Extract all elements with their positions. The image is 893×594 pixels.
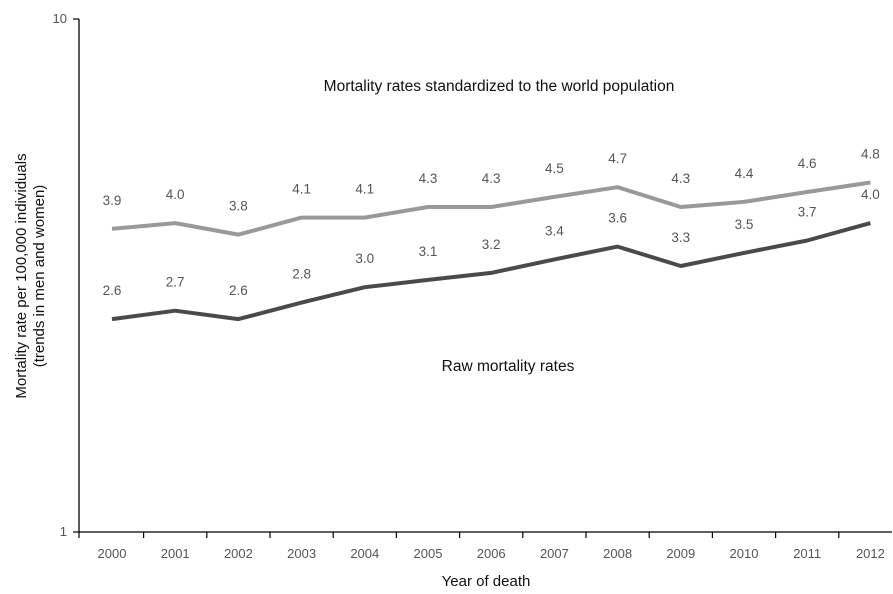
raw-data-label: 3.4: [545, 223, 564, 238]
x-tick-label: 2003: [287, 546, 316, 561]
standardized-data-label: 3.9: [103, 193, 122, 208]
raw-data-label: 3.0: [355, 251, 374, 266]
raw-data-label: 2.7: [166, 275, 185, 290]
standardized-data-label: 4.1: [355, 182, 374, 197]
x-tick-label: 2000: [98, 546, 127, 561]
raw-data-label: 3.7: [798, 205, 817, 220]
x-axis-title: Year of death: [442, 573, 531, 590]
raw-data-label: 2.6: [103, 283, 122, 298]
raw-data-label: 3.2: [482, 237, 501, 252]
raw-data-label: 4.0: [861, 187, 880, 202]
series-lines: [111, 180, 871, 322]
x-tick-label: 2010: [730, 546, 759, 561]
standardized-data-label: 4.4: [735, 166, 754, 181]
y-axis-title: Mortality rate per 100,000 individuals (…: [13, 153, 48, 398]
x-tick-label: 2009: [666, 546, 695, 561]
standardized-data-label: 4.3: [482, 171, 501, 186]
standardized-data-label: 4.7: [608, 151, 627, 166]
raw-data-label: 3.1: [419, 244, 438, 259]
x-tick-label: 2012: [856, 546, 885, 561]
x-tick-label: 2001: [161, 546, 190, 561]
raw-data-label: 3.3: [671, 230, 690, 245]
standardized-data-label: 4.3: [419, 171, 438, 186]
raw-series-annotation: Raw mortality rates: [442, 358, 575, 375]
standardized-data-label: 4.0: [166, 187, 185, 202]
x-tick-label: 2004: [350, 546, 379, 561]
standardized-data-label: 4.6: [798, 156, 817, 171]
x-tick-label: 2011: [793, 546, 821, 561]
raw-data-label: 2.8: [292, 267, 311, 282]
y-tick-label: 10: [53, 11, 67, 26]
raw-series-line: [111, 221, 871, 322]
standardized-data-label: 4.3: [671, 171, 690, 186]
axes: [78, 19, 892, 533]
x-tick-label: 2007: [540, 546, 569, 561]
y-tick-label: 1: [60, 524, 67, 539]
x-ticks: 2000 2001 2002 2003 2004 2005 2006 2007 2008 2009…: [78, 532, 885, 561]
standardized-series-annotation: Mortality rates standardized to the worl…: [324, 78, 675, 95]
data-labels: 3.9 4.0 3.8 4.1 4.1 4.3 4.3 4.5 4.7 4.3 4.4 4.6 4.8 2…: [103, 147, 880, 299]
standardized-data-label: 3.8: [229, 199, 248, 214]
y-axis-title-line2: (trends in men and women): [31, 185, 48, 368]
raw-data-label: 2.6: [229, 283, 248, 298]
y-ticks: 1 10: [53, 11, 79, 539]
x-tick-label: 2008: [603, 546, 632, 561]
standardized-series-line: [111, 180, 871, 237]
x-tick-label: 2006: [477, 546, 506, 561]
raw-data-label: 3.5: [735, 217, 754, 232]
x-tick-label: 2005: [414, 546, 443, 561]
raw-data-label: 3.6: [608, 211, 627, 226]
standardized-data-label: 4.5: [545, 161, 564, 176]
y-axis-title-line1: Mortality rate per 100,000 individuals: [13, 153, 30, 398]
standardized-data-label: 4.8: [861, 147, 880, 162]
x-tick-label: 2002: [224, 546, 253, 561]
standardized-data-label: 4.1: [292, 182, 311, 197]
